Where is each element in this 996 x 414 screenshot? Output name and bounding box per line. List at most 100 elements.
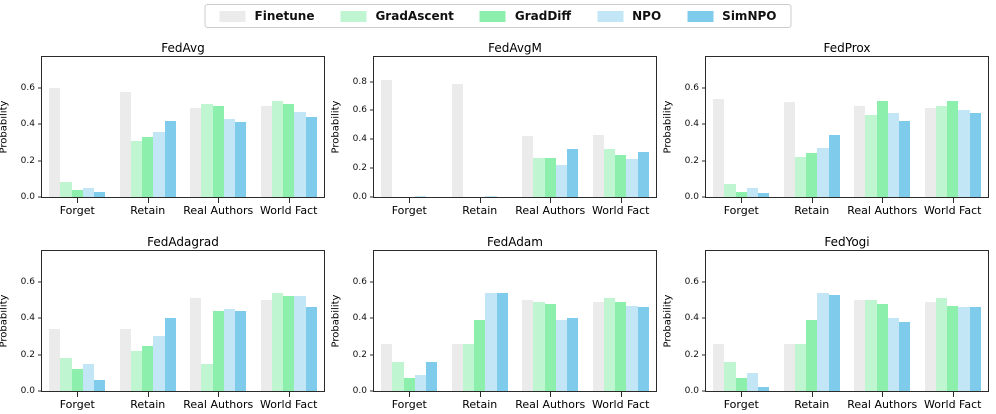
bar-finetune <box>592 134 604 197</box>
bar-npo <box>555 165 568 197</box>
bar-simnpo <box>94 380 106 391</box>
bar-gradascent <box>865 300 877 391</box>
bar-graddiff <box>615 155 627 197</box>
bar-graddiff <box>806 320 818 391</box>
bar-simnpo <box>164 120 176 197</box>
plot-title: FedAdagrad <box>147 235 219 249</box>
y-tick-mark <box>702 196 706 198</box>
y-tick-mark <box>702 123 706 125</box>
x-tick-mark <box>218 392 220 397</box>
legend-swatch-icon <box>687 10 714 22</box>
x-tick-mark <box>218 198 220 203</box>
bar-npo <box>746 372 759 391</box>
y-tick-mark <box>370 354 374 356</box>
bar-npo <box>153 131 165 197</box>
bar-finetune <box>783 102 795 197</box>
bar-graddiff <box>735 191 747 197</box>
plot-title: FedYogi <box>824 235 870 249</box>
y-tick-label: 0.0 <box>684 386 699 396</box>
x-tick-label: Retain <box>794 204 830 217</box>
y-tick-label: 0.2 <box>20 155 35 166</box>
plot-wrap: Probability 0.0 0.2 0.4 0.6 Forget Retain Real… <box>663 56 989 217</box>
bar-simnpo <box>637 307 649 391</box>
bar-gradascent <box>794 343 807 391</box>
plot-wrap: Probability 0.0 0.2 0.4 0.6 Forget Retain Real… <box>331 250 657 411</box>
x-tick-mark <box>952 392 954 397</box>
bar-npo <box>153 336 165 391</box>
subplot-grid: FedAvg Probability 0.0 0.2 0.4 0.6 Forget Ret… <box>0 30 996 414</box>
x-tick-label: Forget <box>391 204 427 217</box>
bar-finetune <box>190 107 202 197</box>
x-tick-label: Retain <box>462 204 498 217</box>
bar-simnpo <box>899 120 911 197</box>
y-tick-label: 0.6 <box>20 82 35 93</box>
bar-npo <box>887 318 900 391</box>
bar-simnpo <box>235 122 247 197</box>
bar-graddiff <box>544 303 556 391</box>
legend-label: NPO <box>632 9 662 23</box>
y-tick-label: 0.2 <box>352 349 367 360</box>
x-tick-mark <box>77 392 79 397</box>
y-tick-label: 0.4 <box>684 313 699 324</box>
y-tick-mark <box>38 123 42 125</box>
x-tick-label: World Fact <box>924 204 982 217</box>
subplot-fedavg: FedAvg Probability 0.0 0.2 0.4 0.6 Forget Ret… <box>0 30 332 222</box>
x-tick-mark <box>147 392 149 397</box>
bar-gradascent <box>724 361 736 391</box>
bar-finetune <box>854 106 866 197</box>
bar-gradascent <box>462 343 475 391</box>
bar-finetune <box>381 343 393 391</box>
y-tick-mark <box>370 81 374 83</box>
plot-wrap: Probability 0.0 0.2 0.4 0.6 Forget Retain Real… <box>0 250 325 411</box>
x-tick-label: Retain <box>130 398 166 411</box>
bar-gradascent <box>392 361 404 391</box>
bar-gradascent <box>271 100 284 197</box>
bar-graddiff <box>283 296 295 391</box>
x-tick-mark <box>409 198 411 203</box>
x-tick-mark <box>77 198 79 203</box>
y-tick-mark <box>38 390 42 392</box>
bar-gradascent <box>603 149 616 197</box>
y-tick-label: 0.4 <box>684 119 699 130</box>
bar-gradascent <box>603 298 616 391</box>
bar-simnpo <box>567 149 579 197</box>
bar-npo <box>817 147 829 197</box>
x-tick-mark <box>882 198 884 203</box>
bar-graddiff <box>615 301 627 391</box>
bar-npo <box>817 292 829 391</box>
bar-npo <box>294 296 306 391</box>
bar-gradascent <box>130 351 143 391</box>
bar-simnpo <box>305 307 317 391</box>
subplot-fedyogi: FedYogi Probability 0.0 0.2 0.4 0.6 Forget Re… <box>663 222 996 414</box>
plot-wrap: Probability 0.0 0.2 0.4 0.6 0.8 Forget Retain R… <box>331 56 657 217</box>
y-tick-mark <box>370 167 374 169</box>
bar-gradascent <box>865 115 877 197</box>
y-tick-mark <box>38 196 42 198</box>
plot-area: 0.0 0.2 0.4 0.6 0.8 Forget Retain Real Authors W… <box>353 56 657 217</box>
plot-area: 0.0 0.2 0.4 0.6 Forget Retain Real Authors Worl… <box>21 56 325 217</box>
legend-label: SimNPO <box>722 9 777 23</box>
x-tick-mark <box>550 198 552 203</box>
x-tick-label: Retain <box>130 204 166 217</box>
bar-graddiff <box>474 320 486 391</box>
y-tick-label: 0.4 <box>352 134 367 145</box>
plot-title: FedAvg <box>161 41 205 55</box>
y-tick-label: 0.2 <box>684 349 699 360</box>
bar-finetune <box>854 300 866 391</box>
bar-graddiff <box>212 106 224 197</box>
x-tick-label: Forget <box>723 398 759 411</box>
bar-graddiff <box>876 303 888 391</box>
x-tick-label: Forget <box>59 398 95 411</box>
bar-finetune <box>783 343 795 391</box>
y-tick-label: 0.6 <box>352 276 367 287</box>
bar-finetune <box>713 343 725 391</box>
y-tick-label: 0.4 <box>20 119 35 130</box>
bar-graddiff <box>142 137 154 197</box>
legend-swatch-icon <box>597 10 624 22</box>
y-tick-mark <box>702 160 706 162</box>
y-tick-label: 0.6 <box>352 105 367 116</box>
bar-gradascent <box>533 301 545 391</box>
bar-graddiff <box>71 369 83 391</box>
bar-gradascent <box>724 184 736 197</box>
y-tick-mark <box>38 87 42 89</box>
